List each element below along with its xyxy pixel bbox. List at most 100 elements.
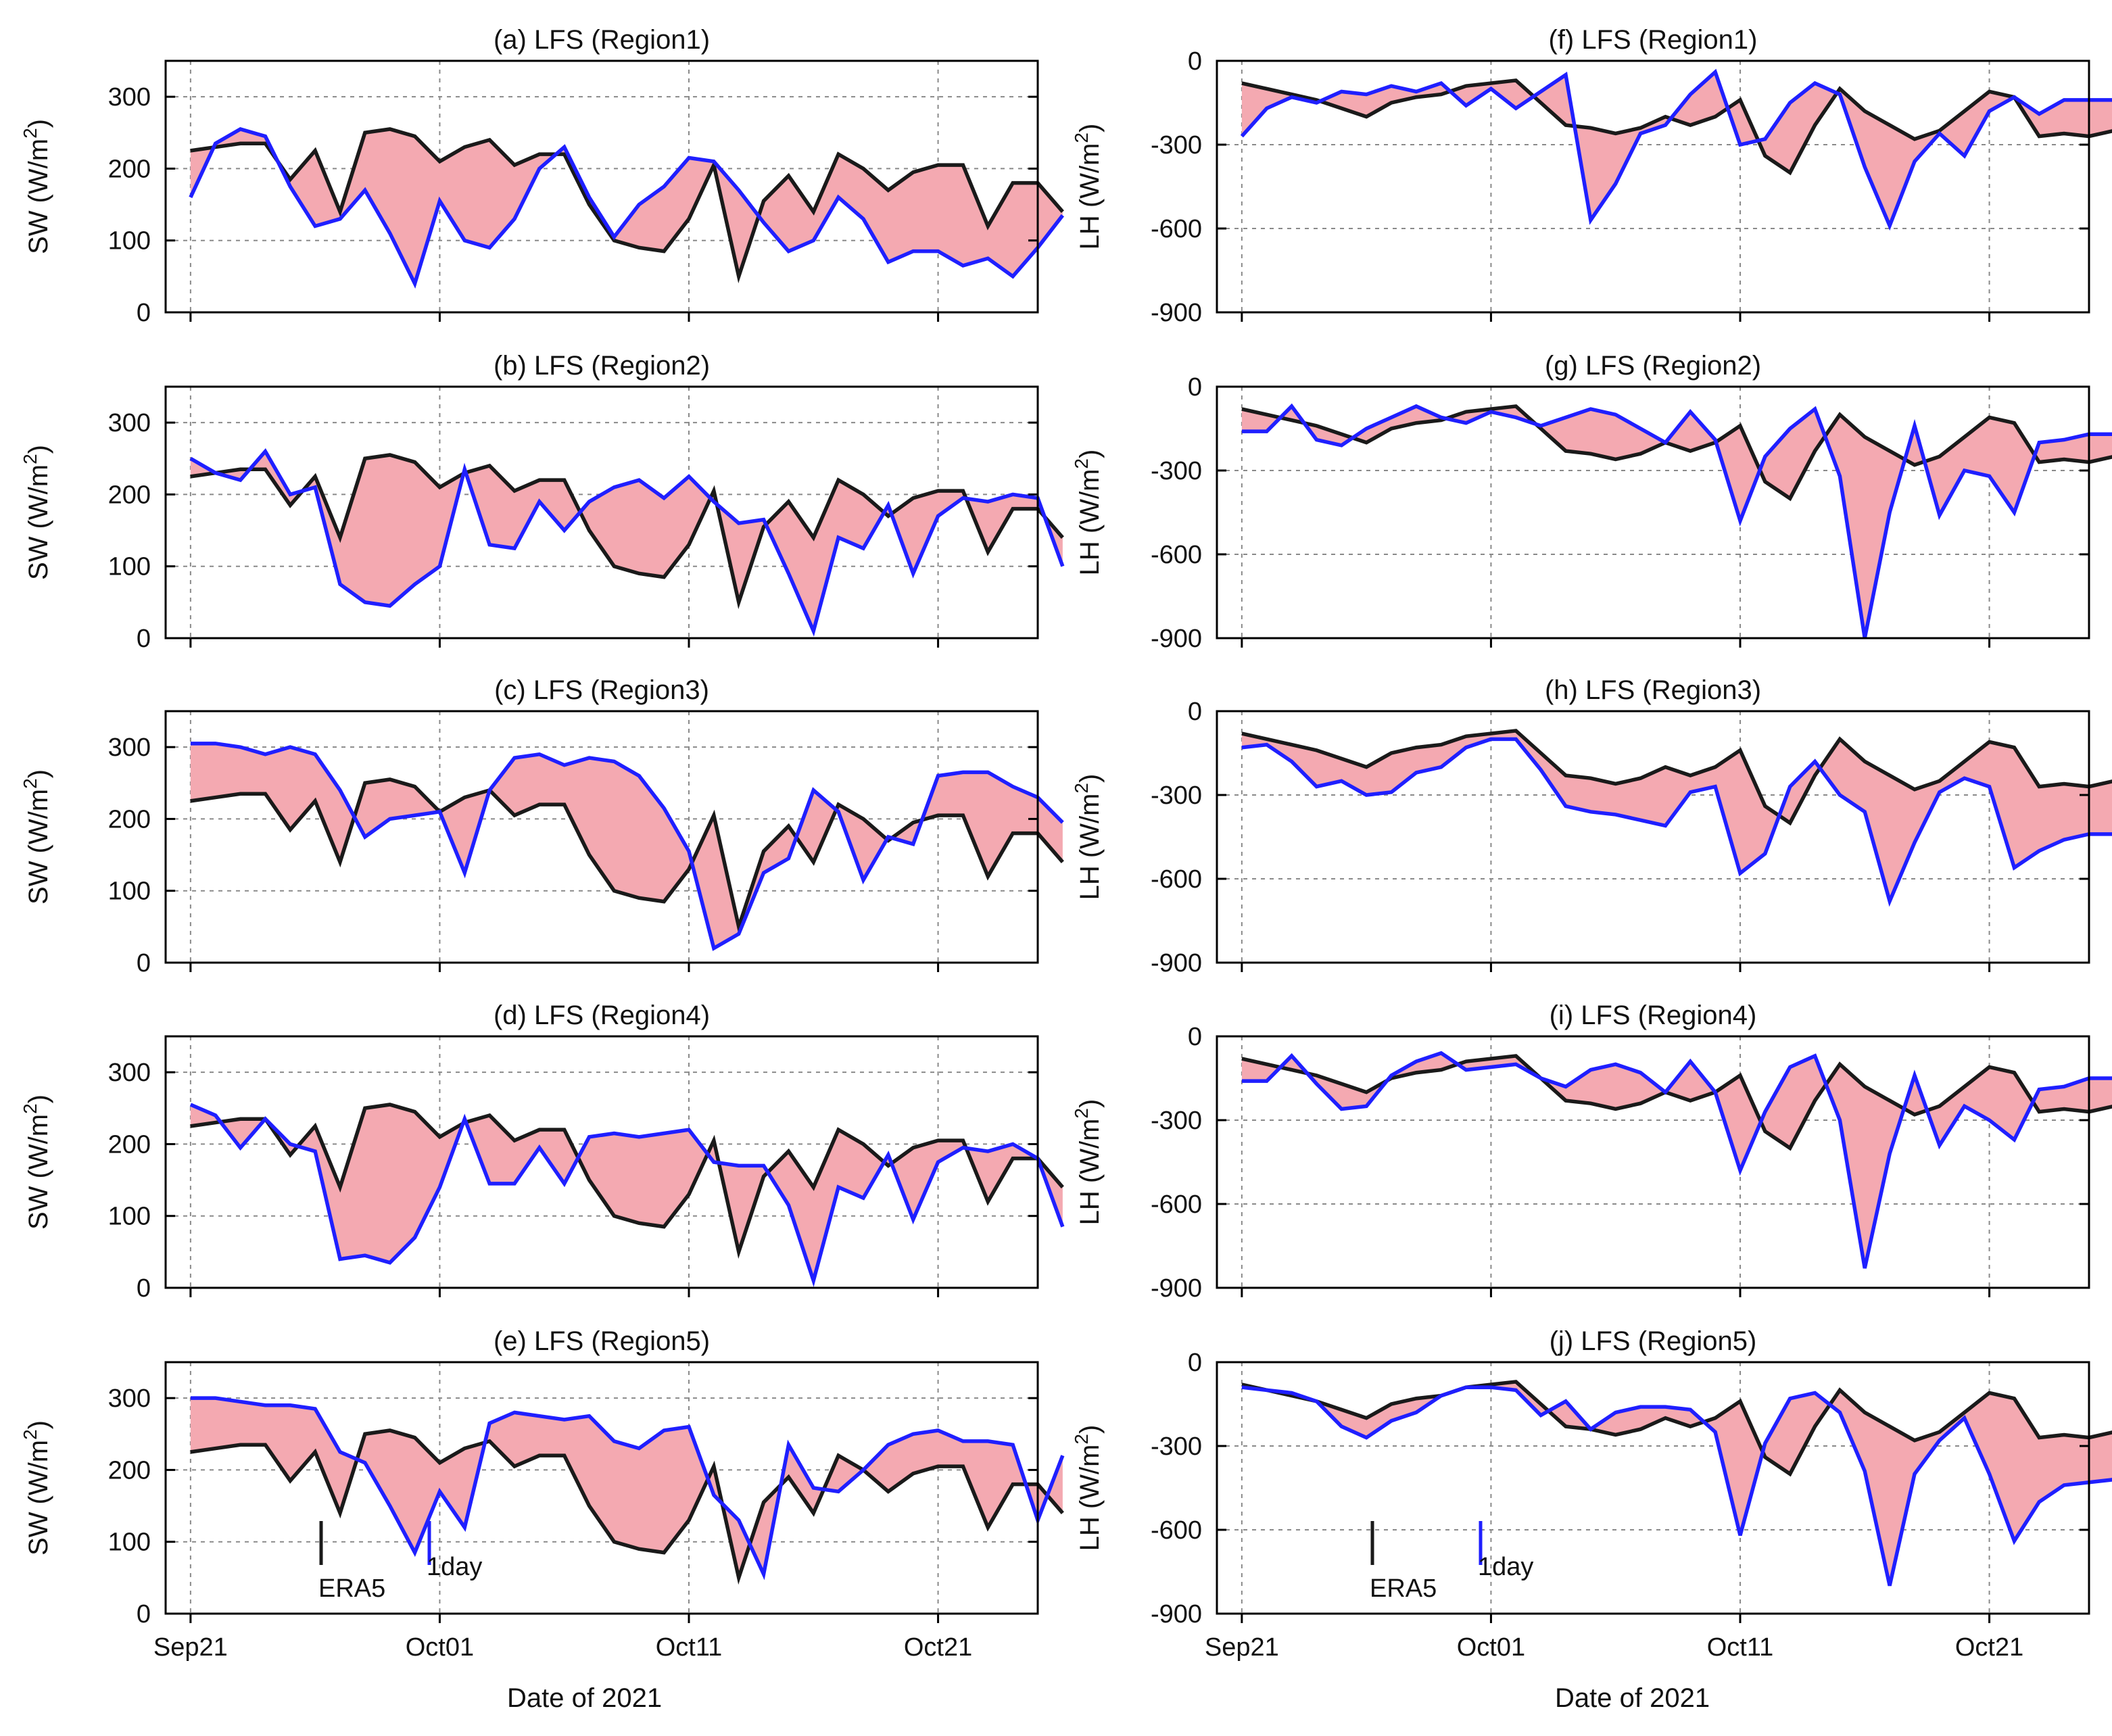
panel-e: (e) LFS (Region5) SW (W/m2) 0 100 200 300 Sep2…	[20, 1326, 1065, 1662]
y-tick-label: 0	[1188, 47, 1202, 76]
y-tick-label: -900	[1151, 949, 1202, 978]
difference-fill	[190, 128, 1063, 284]
plot-frame	[1216, 1361, 2090, 1615]
era5-line	[190, 777, 1064, 934]
difference-fill	[1241, 72, 2112, 226]
era5-line	[1241, 404, 2112, 502]
x-tick-label: Sep21	[153, 1633, 228, 1662]
y-tick-label: 100	[108, 227, 151, 256]
y-tick-label: 200	[108, 481, 151, 509]
y-axis-label-close: )	[1075, 450, 1105, 458]
y-tick-label: -300	[1151, 1432, 1202, 1461]
y-axis-label-superscript: 2	[20, 1429, 41, 1440]
plot-frame	[164, 385, 1039, 640]
y-tick-label: -900	[1151, 299, 1202, 327]
model-1day-line	[190, 1396, 1065, 1581]
panel-c: (c) LFS (Region3) SW (W/m2) 0 100 200 300	[20, 675, 1064, 978]
model-1day-line	[189, 1103, 1065, 1287]
legend: ERA5 1day	[1370, 1521, 1533, 1603]
y-tick-label: 0	[137, 949, 151, 978]
y-tick-label: 300	[108, 1384, 151, 1413]
difference-fill	[190, 451, 1063, 631]
panel-i: (i) LFS (Region4) LH (W/m2) -900 -600 -300 0	[1071, 1000, 2112, 1303]
y-axis-label: LH (W/m2)	[1071, 1425, 1105, 1551]
y-axis-label-superscript: 2	[1071, 132, 1092, 143]
difference-fill	[190, 1398, 1063, 1578]
model-1day-line	[189, 127, 1065, 289]
era5-line	[1241, 729, 2112, 826]
legend-era5-label: ERA5	[1370, 1574, 1437, 1603]
y-tick-label: -900	[1151, 1274, 1202, 1303]
panel-g: (g) LFS (Region2) LH (W/m2) -900 -600 -300 0	[1071, 351, 2112, 653]
y-tick-label: -600	[1151, 541, 1202, 569]
y-axis-label-superscript: 2	[1071, 783, 1092, 794]
y-tick-label: -300	[1151, 131, 1202, 160]
y-axis-label-main: LH (W/m	[1075, 143, 1105, 250]
plot-frame	[1216, 59, 2090, 314]
panel-title: (f) LFS (Region1)	[1549, 25, 1758, 55]
y-axis-label: SW (W/m2)	[20, 1094, 53, 1230]
plot-frame	[1216, 385, 2090, 640]
x-tick-label: Oct01	[406, 1633, 474, 1662]
difference-fill	[190, 743, 1063, 948]
y-tick-label: -300	[1151, 457, 1202, 485]
panel-title: (g) LFS (Region2)	[1545, 351, 1761, 381]
difference-fill	[1241, 1381, 2112, 1586]
panel-h: (h) LFS (Region3) LH (W/m2) -900 -600 -300 0	[1071, 675, 2112, 978]
y-axis-label-close: )	[24, 1420, 53, 1429]
era5-line	[1241, 1380, 2112, 1477]
y-axis-label-close: )	[24, 1094, 53, 1103]
panel-d: (d) LFS (Region4) SW (W/m2) 0 100 200 300	[20, 1000, 1065, 1303]
y-axis-label-main: LH (W/m	[1075, 469, 1105, 576]
y-axis-label-close: )	[1075, 774, 1105, 783]
y-axis-label-close: )	[24, 119, 53, 128]
plot-frame	[164, 1361, 1039, 1615]
y-axis-label-superscript: 2	[1071, 458, 1092, 469]
y-axis-label-superscript: 2	[1071, 1434, 1092, 1445]
difference-fill	[1241, 730, 2112, 902]
y-tick-label: 200	[108, 1130, 151, 1159]
y-axis-label-main: LH (W/m	[1075, 1445, 1105, 1551]
legend: ERA5 1day	[318, 1521, 482, 1603]
y-axis-label: SW (W/m2)	[20, 769, 53, 905]
y-axis-label-close: )	[1075, 124, 1105, 132]
panel-title: (e) LFS (Region5)	[494, 1326, 710, 1356]
y-tick-label: 0	[1188, 698, 1202, 726]
model-1day-line	[1240, 68, 2112, 231]
panel-title: (j) LFS (Region5)	[1550, 1326, 1757, 1356]
difference-fill	[1241, 1053, 2112, 1269]
era5-line	[1241, 78, 2112, 176]
y-axis-label: SW (W/m2)	[20, 1420, 53, 1556]
y-tick-label: 200	[108, 1456, 151, 1485]
x-tick-label: Oct11	[1707, 1633, 1774, 1662]
y-axis-label: SW (W/m2)	[20, 119, 53, 254]
y-tick-label: 0	[137, 625, 151, 653]
y-tick-label: -600	[1151, 215, 1202, 243]
panel-j: (j) LFS (Region5) LH (W/m2) -900 -600 -300 0 S…	[1071, 1326, 2112, 1662]
x-tick-label: Oct21	[1955, 1633, 2023, 1662]
y-axis-label-main: LH (W/m	[1075, 1119, 1105, 1226]
x-axis-label-right: Date of 2021	[1555, 1683, 1710, 1713]
y-tick-label: -300	[1151, 781, 1202, 810]
legend-model-label: 1day	[427, 1553, 482, 1581]
plot-frame	[164, 59, 1039, 314]
era5-line	[190, 1103, 1064, 1259]
era5-line	[190, 453, 1064, 610]
y-tick-label: -300	[1151, 1107, 1202, 1135]
y-tick-label: 100	[108, 553, 151, 581]
y-axis-label-main: SW (W/m	[24, 464, 53, 580]
panel-title: (a) LFS (Region1)	[494, 25, 710, 55]
y-axis-label-superscript: 2	[20, 454, 41, 464]
y-axis-label-superscript: 2	[20, 128, 41, 139]
y-axis-label-close: )	[1075, 1425, 1105, 1434]
era5-line	[190, 127, 1064, 284]
y-tick-label: 100	[108, 1528, 151, 1557]
x-tick-label: Sep21	[1205, 1633, 1279, 1662]
y-axis-label-superscript: 2	[20, 778, 41, 789]
model-1day-line	[1241, 737, 2112, 907]
y-tick-label: 300	[108, 409, 151, 437]
y-tick-label: 0	[1188, 1349, 1202, 1377]
model-1day-line	[1241, 1385, 2112, 1587]
legend-model-label: 1day	[1478, 1553, 1533, 1581]
panel-title: (b) LFS (Region2)	[494, 351, 710, 381]
